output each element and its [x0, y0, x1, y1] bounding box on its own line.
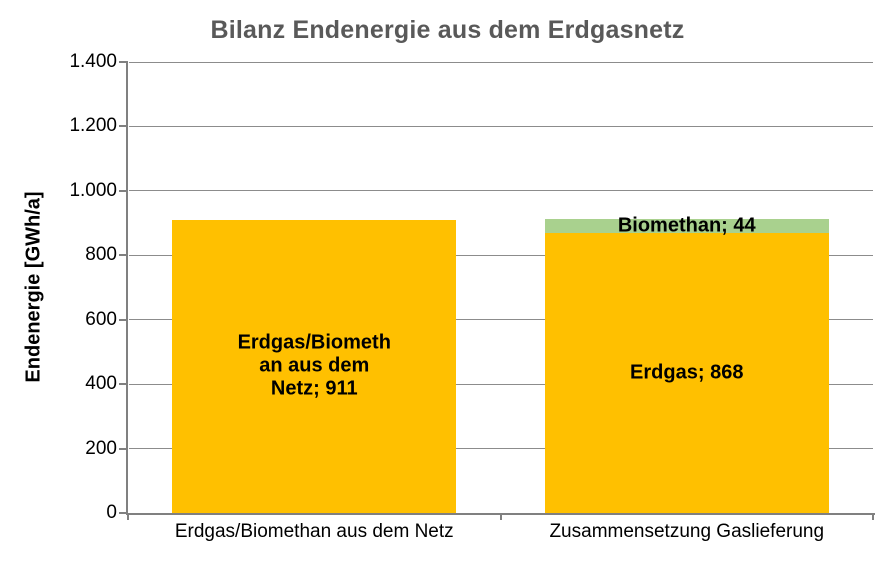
y-tick-label: 800 — [85, 244, 117, 266]
bar-segment-label: Biomethan; 44 — [617, 214, 756, 237]
y-tick-mark — [119, 61, 128, 63]
y-tick-label: 0 — [106, 502, 117, 523]
gridline — [129, 383, 873, 385]
plot-area: Erdgas/Biometh an aus dem Netz; 911 Erdga… — [128, 61, 873, 513]
gridline — [129, 125, 873, 127]
bar-segment: Erdgas/Biometh an aus dem Netz; 911 — [172, 219, 457, 513]
bar: Erdgas; 868 Biomethan; 44 — [544, 215, 829, 513]
x-tick-mark — [127, 513, 129, 520]
gridline — [129, 190, 873, 192]
bar: Erdgas/Biometh an aus dem Netz; 911 — [172, 219, 457, 513]
y-tick-label: 1.400 — [69, 51, 117, 72]
y-tick-label: 1.000 — [69, 179, 117, 201]
y-tick-mark — [119, 447, 128, 450]
bar-segment: Erdgas; 868 — [544, 233, 829, 513]
bar-segment: Biomethan; 44 — [544, 215, 829, 237]
x-tick-mark — [499, 513, 502, 520]
y-tick-mark — [119, 254, 128, 257]
chart-title: Bilanz Endenergie aus dem Erdgasnetz — [210, 16, 685, 44]
y-tick-mark — [119, 383, 128, 386]
gridline — [129, 448, 873, 450]
x-tick-mark — [872, 513, 874, 520]
y-tick-label: 400 — [85, 373, 117, 395]
y-tick-mark — [119, 189, 128, 192]
gridline — [129, 254, 873, 256]
bar-segment-label: Erdgas; 868 — [630, 361, 744, 384]
bar-segment-label: Erdgas/Biometh an aus dem Netz; 911 — [237, 331, 391, 400]
y-tick-label: 600 — [85, 308, 117, 330]
x-category-label: Erdgas/Biomethan aus dem Netz — [174, 521, 454, 542]
y-axis-line — [126, 62, 128, 513]
x-category-label: Zusammensetzung Gaslieferung — [549, 521, 825, 542]
y-tick-mark — [119, 512, 128, 514]
y-tick-mark — [119, 125, 128, 128]
gridline — [129, 61, 873, 63]
gridline — [129, 319, 873, 321]
y-tick-label: 200 — [85, 437, 117, 459]
y-axis-title: Endenergie [GWh/a] — [22, 191, 45, 383]
y-tick-mark — [119, 318, 128, 321]
y-tick-label: 1.200 — [69, 115, 117, 137]
